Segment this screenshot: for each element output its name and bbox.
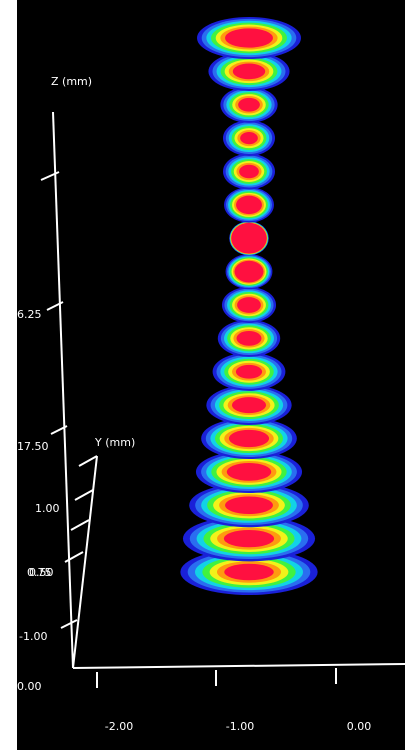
z-axis-tick [40, 171, 60, 181]
y-tick-label: 17.50 [17, 440, 49, 453]
slice-band [223, 529, 275, 548]
beam-slice [223, 120, 275, 156]
slice-band [231, 397, 267, 414]
y-tick-label: 1.00 [35, 502, 60, 515]
slice-band [232, 63, 266, 80]
z-axis-title: Z (mm) [51, 75, 92, 88]
y-axis-tick [60, 619, 78, 629]
slice-band [235, 364, 263, 379]
beam-slice [224, 187, 274, 223]
slice-band [228, 429, 270, 448]
x-tick-label: -2.00 [105, 720, 133, 733]
x-axis-line [72, 663, 405, 669]
beam-slice [225, 254, 273, 290]
beam-slice [197, 17, 301, 59]
plot-viewport: Z (mm) 6.25 Y (mm) 17.50 1.00 0.75 0.50 … [17, 0, 405, 750]
y-axis-tick [64, 551, 84, 563]
slice-band [224, 563, 274, 581]
beam-slice [182, 515, 316, 562]
x-tick-label: -1.00 [226, 720, 254, 733]
beam-slice [201, 418, 297, 459]
beam-slice [208, 51, 290, 91]
y-tick-label: 0.75 [27, 566, 52, 579]
slice-band [225, 28, 273, 48]
slice-band [236, 195, 262, 215]
y-axis-tick [78, 455, 98, 467]
y-tick-label: -1.00 [19, 630, 47, 643]
beam-slice [221, 287, 277, 323]
beam-slice [220, 86, 278, 123]
y-tick-label: 0.50 [29, 566, 54, 579]
origin-label: 0.00 [17, 680, 42, 693]
beam-profile-3d-plot: Z (mm) 6.25 Y (mm) 17.50 1.00 0.75 0.50 … [17, 17, 405, 733]
beam-slice [189, 483, 309, 528]
beam-slice [223, 153, 275, 190]
slice-band [236, 330, 262, 346]
z-tick-label: 6.25 [17, 308, 42, 321]
axes-frame [40, 111, 405, 688]
beam-slice [195, 450, 303, 494]
slice-band [225, 496, 273, 515]
slice-band [240, 132, 258, 145]
y-axis-line [72, 455, 98, 669]
beam-slice [206, 385, 292, 425]
z-axis-tick [46, 301, 64, 311]
slice-band [237, 297, 261, 313]
beam-slice [180, 548, 318, 596]
y-axis-tick [74, 489, 94, 501]
axis-labels: Z (mm) 6.25 Y (mm) 17.50 1.00 0.75 0.50 … [17, 75, 371, 733]
beam-slice [229, 221, 269, 256]
slice-band [234, 260, 264, 283]
slice-band [231, 222, 267, 254]
y-axis-tick [70, 519, 90, 531]
slice-band [238, 97, 260, 112]
beam-slices [180, 17, 318, 596]
beam-slice [212, 352, 286, 391]
y-axis-title: Y (mm) [94, 436, 135, 449]
z-axis-line [52, 111, 74, 669]
slice-band [239, 164, 259, 179]
slice-band [226, 463, 272, 481]
z-axis-tick [50, 425, 68, 435]
x-tick-label: 0.00 [347, 720, 372, 733]
beam-slice [217, 319, 281, 357]
